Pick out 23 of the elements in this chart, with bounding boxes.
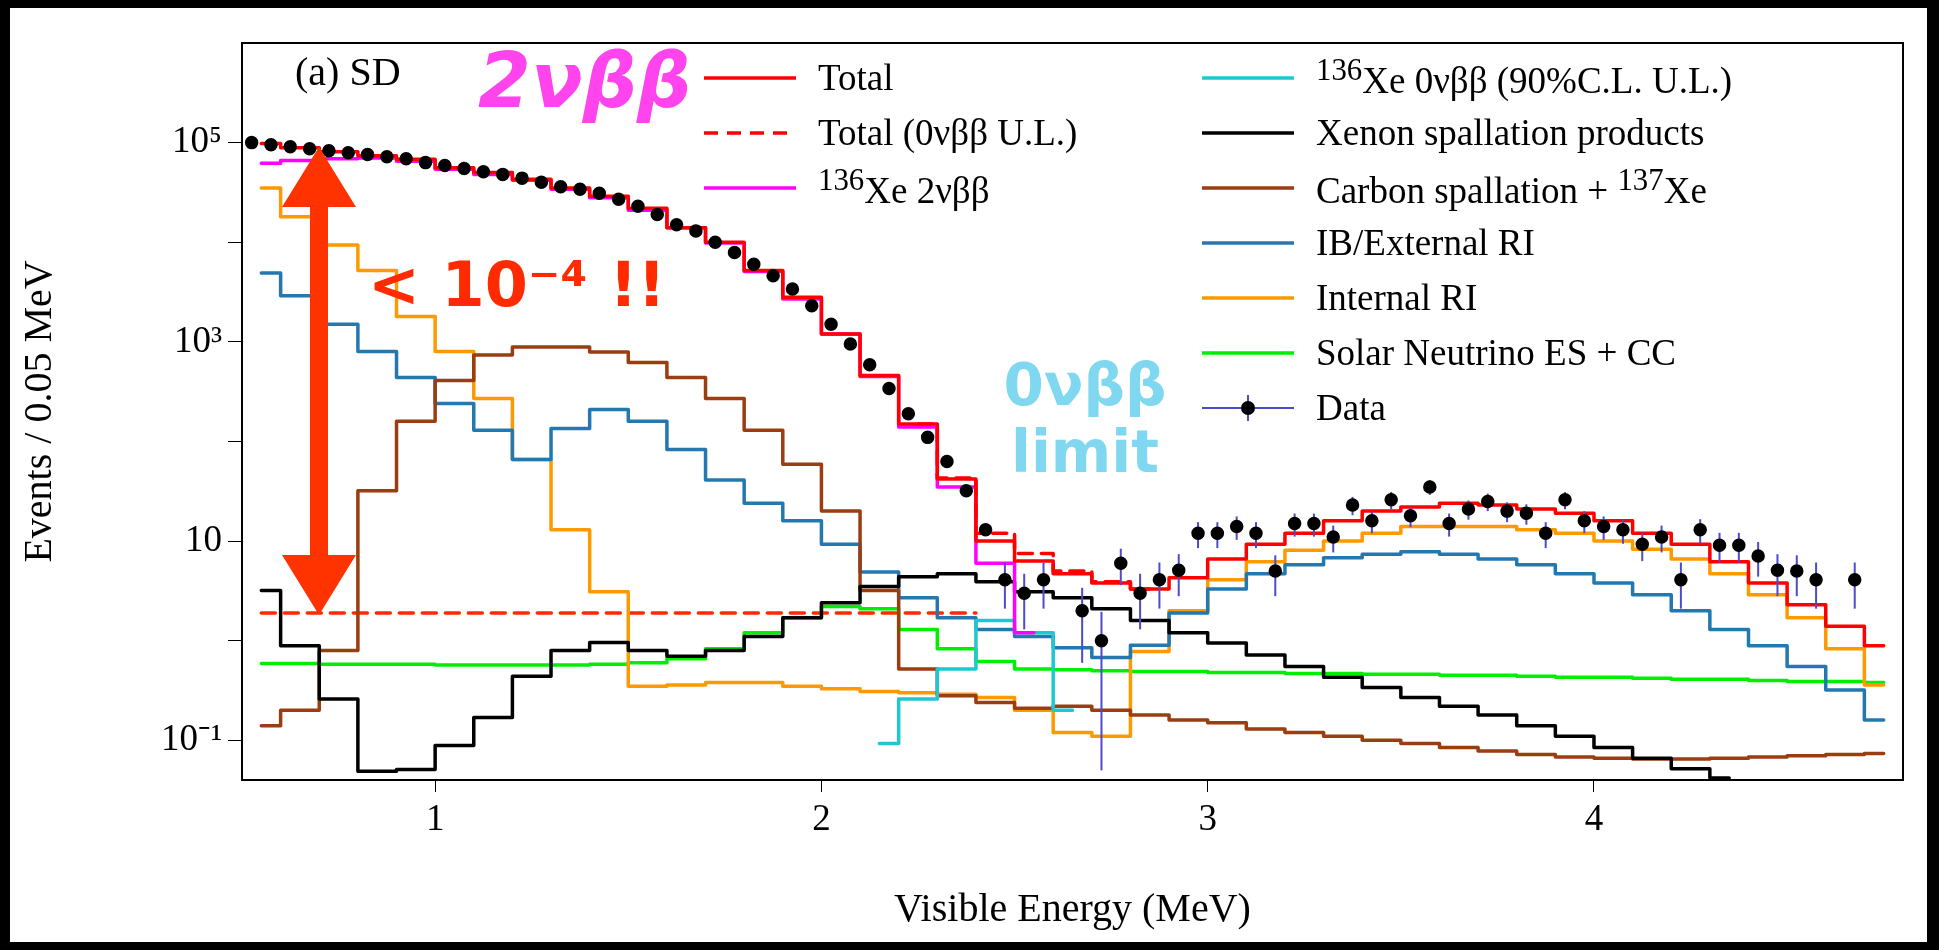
legend-label: Total (0νββ U.L.) [818,111,1078,154]
legend-label: Total [818,56,894,99]
legend-label: $^{136}$Xe 2νββ [818,162,990,213]
y-tick-label: 10⁵ [172,119,222,161]
y-tick-label: 10 [185,517,222,559]
annotation: 0νββ limit [1002,351,1168,486]
x-tick-label: 3 [1198,796,1217,838]
annotation: 2νββ [478,36,692,125]
annotation: (a) SD [295,48,401,95]
x-axis-title: Visible Energy (MeV) [894,884,1251,930]
legend-label: Solar Neutrino ES + CC [1316,331,1677,374]
legend-label: Internal RI [1316,276,1478,319]
x-tick-label: 4 [1584,796,1604,838]
y-axis-title: Events / 0.05 MeV [14,260,60,563]
legend-label: Carbon spallation + $^{137}$Xe [1316,162,1707,213]
x-tick-label: 1 [425,796,445,838]
legend-label: IB/External RI [1316,221,1535,264]
y-tick-label: 10⁻¹ [160,717,222,759]
legend-label: $^{136}$Xe 0νββ (90%C.L. U.L.) [1316,52,1733,103]
legend-label: Xenon spallation products [1316,111,1705,154]
y-tick-label: 10³ [173,318,222,360]
legend-label: Data [1316,386,1386,429]
x-tick-label: 2 [812,796,831,838]
